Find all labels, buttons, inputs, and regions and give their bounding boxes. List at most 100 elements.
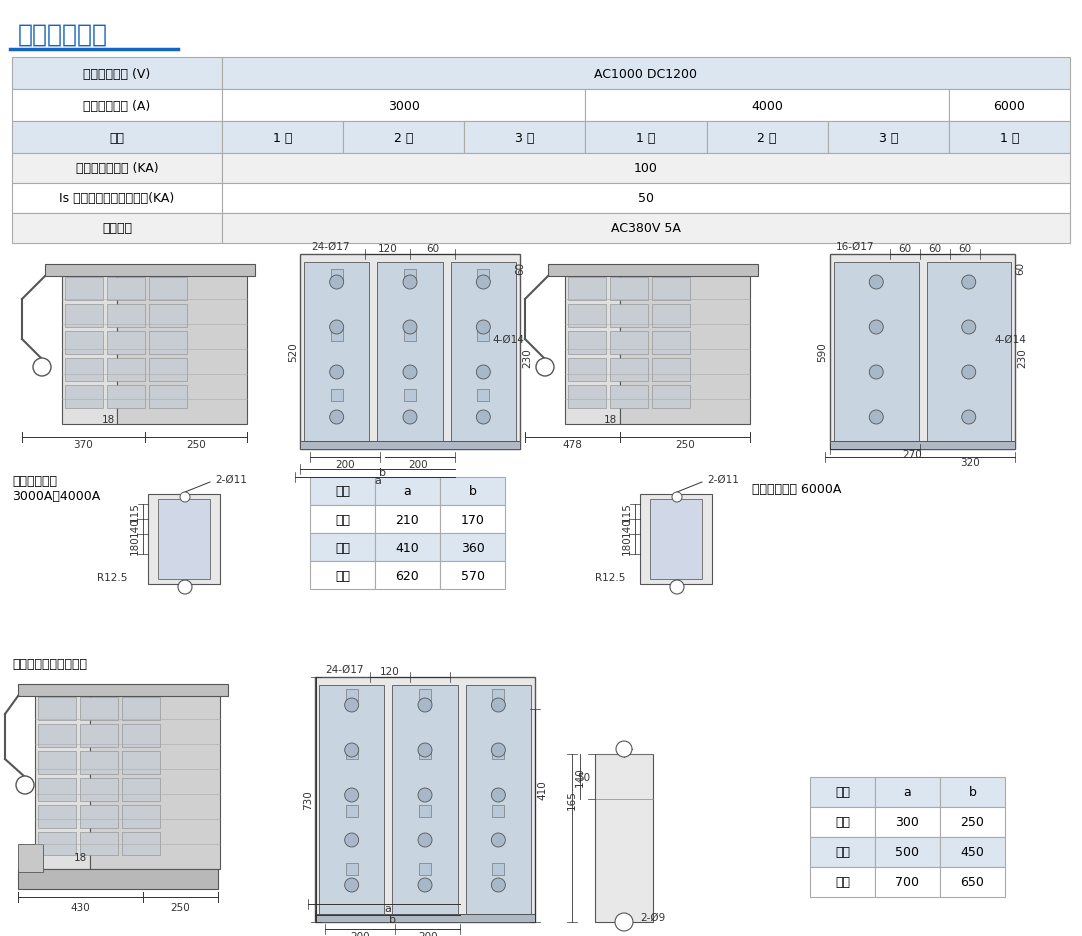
Text: 极数: 极数 <box>335 485 349 498</box>
Bar <box>610 331 648 355</box>
Circle shape <box>16 776 34 794</box>
Bar <box>38 752 76 774</box>
Bar <box>477 389 489 402</box>
Circle shape <box>670 580 684 594</box>
Text: b: b <box>380 467 386 477</box>
Bar <box>650 500 702 579</box>
Bar <box>949 122 1070 154</box>
Circle shape <box>476 411 490 425</box>
Bar <box>331 270 343 282</box>
Bar <box>830 442 1015 449</box>
Bar <box>949 90 1070 122</box>
Circle shape <box>962 276 976 289</box>
Text: AC1000 DC1200: AC1000 DC1200 <box>594 67 698 80</box>
Circle shape <box>869 321 883 335</box>
Text: b: b <box>469 485 476 498</box>
Text: 650: 650 <box>961 875 985 888</box>
Bar <box>565 274 620 425</box>
Circle shape <box>869 366 883 380</box>
Text: 极数: 极数 <box>835 785 850 798</box>
Bar <box>122 697 160 720</box>
Text: 360: 360 <box>461 541 485 554</box>
Bar <box>810 867 875 897</box>
Bar <box>345 805 358 817</box>
Text: 2 极: 2 极 <box>757 131 777 144</box>
Circle shape <box>491 833 505 847</box>
Text: a: a <box>374 475 382 486</box>
Bar <box>477 270 489 282</box>
Text: 200: 200 <box>408 460 427 470</box>
Bar <box>875 837 940 867</box>
Bar <box>345 863 358 875</box>
Bar <box>940 807 1005 837</box>
Text: 120: 120 <box>380 666 400 677</box>
Bar <box>311 534 375 562</box>
Bar <box>378 263 443 442</box>
Circle shape <box>536 358 554 376</box>
Text: 500: 500 <box>896 845 920 858</box>
Text: 410: 410 <box>396 541 420 554</box>
Bar <box>440 505 505 534</box>
Bar <box>652 386 690 408</box>
Circle shape <box>418 698 432 712</box>
Bar <box>12 213 222 243</box>
Circle shape <box>962 411 976 425</box>
Bar <box>90 695 220 869</box>
Bar <box>492 747 504 759</box>
Bar <box>440 477 505 505</box>
Text: 210: 210 <box>396 513 420 526</box>
Circle shape <box>179 580 192 594</box>
Circle shape <box>345 833 358 847</box>
Bar <box>311 477 375 505</box>
Bar <box>158 500 210 579</box>
Bar <box>375 477 440 505</box>
Text: 410: 410 <box>537 780 547 799</box>
Text: 230: 230 <box>1017 348 1027 368</box>
Circle shape <box>330 411 344 425</box>
Bar <box>440 534 505 562</box>
Circle shape <box>330 321 344 335</box>
Bar <box>834 263 919 442</box>
Circle shape <box>616 741 632 757</box>
Text: 370: 370 <box>74 440 93 449</box>
Bar <box>828 122 949 154</box>
Bar <box>222 183 1070 213</box>
Circle shape <box>345 743 358 757</box>
Bar <box>331 329 343 342</box>
Bar <box>311 562 375 590</box>
Bar <box>38 724 76 747</box>
Text: 180: 180 <box>622 534 632 554</box>
Bar <box>80 805 118 828</box>
Bar <box>652 305 690 328</box>
Bar <box>149 305 187 328</box>
Bar <box>149 358 187 382</box>
Circle shape <box>491 878 505 892</box>
Text: 200: 200 <box>335 460 355 470</box>
Bar <box>107 358 145 382</box>
Text: 三极: 三极 <box>835 875 850 888</box>
Circle shape <box>330 366 344 380</box>
Bar <box>304 263 369 442</box>
Text: R12.5: R12.5 <box>595 573 625 582</box>
Text: 450: 450 <box>961 845 985 858</box>
Bar <box>18 844 43 872</box>
Bar <box>419 689 431 701</box>
Bar <box>568 278 606 300</box>
Bar <box>149 278 187 300</box>
Text: 270: 270 <box>902 449 922 460</box>
Text: 60: 60 <box>426 243 439 254</box>
Bar <box>45 265 255 277</box>
Bar <box>107 278 145 300</box>
Text: 140: 140 <box>130 517 140 536</box>
Bar <box>940 777 1005 807</box>
Circle shape <box>180 492 190 503</box>
Bar <box>18 869 217 889</box>
Bar <box>315 678 535 922</box>
Text: 250: 250 <box>675 440 695 449</box>
Bar <box>547 265 758 277</box>
Bar <box>940 837 1005 867</box>
Bar <box>610 358 648 382</box>
Bar <box>345 689 358 701</box>
Bar <box>492 689 504 701</box>
Bar <box>375 505 440 534</box>
